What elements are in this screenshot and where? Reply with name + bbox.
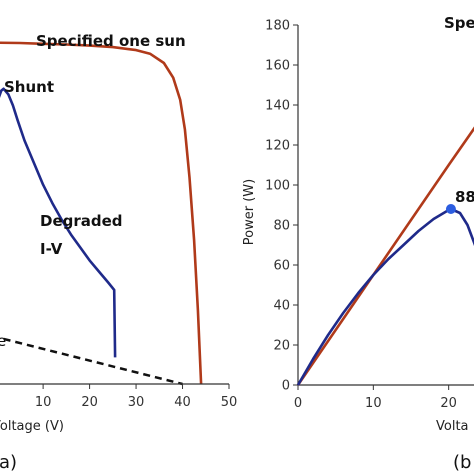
panel-b-y-tick-label: 80 <box>273 219 290 234</box>
panel-b-y-tick-label: 40 <box>273 299 290 314</box>
panel-b-label: (b <box>453 452 471 473</box>
panel-b-chart: 0 20 40 60 80 100 120 140 160 180 0 10 20 <box>265 19 474 411</box>
annotation-i-v: I-V <box>40 240 63 258</box>
annotation-88: 88 <box>455 188 474 206</box>
panel-b-y-tick-label: 20 <box>273 339 290 354</box>
panel-b-x-tick-label: 20 <box>440 396 457 411</box>
panel-b-y-tick-label: 100 <box>265 179 290 194</box>
panel-b-y-tick-label: 160 <box>265 59 290 74</box>
panel-b-x-axis-label: Volta <box>436 419 469 434</box>
annotation-e: e <box>0 332 6 350</box>
panel-b-y-tick-label: 140 <box>265 99 290 114</box>
panel-a-x-tick-label: 40 <box>174 395 191 410</box>
series-degraded-line <box>0 87 117 358</box>
panel-b-y-tick-label: 0 <box>282 379 290 394</box>
panel-a-x-tick-label: 0 <box>0 395 1 410</box>
series-degraded-power-line <box>296 207 474 386</box>
panel-a-label: (a) <box>0 452 17 473</box>
series-shunt-line <box>0 336 183 386</box>
series-specified-line <box>0 41 203 385</box>
series-specified-power-line <box>296 126 474 386</box>
panel-a-x-tick-label: 30 <box>128 395 145 410</box>
panel-a-x-axis-label: Voltage (V) <box>0 419 64 434</box>
panel-a-x-tick-label: 50 <box>221 395 238 410</box>
panel-a-chart: 0 10 20 30 40 50 <box>0 41 238 410</box>
panel-b-y-tick-label: 120 <box>265 139 290 154</box>
panel-b-y-tick-label: 180 <box>265 19 290 34</box>
panel-b-y-tick-label: 60 <box>273 259 290 274</box>
panel-a-x-tick-label: 10 <box>35 395 52 410</box>
annotation-specified-one-sun: Specified one sun <box>36 32 186 50</box>
panel-b-x-tick-label: 10 <box>365 396 382 411</box>
panel-a-x-tick-label: 20 <box>81 395 98 410</box>
panel-b-x-tick-label: 0 <box>294 396 302 411</box>
max-power-point-marker <box>445 204 456 214</box>
annotation-spe: Spe <box>444 14 474 32</box>
annotation-shunt: Shunt <box>4 78 54 96</box>
annotation-degraded: Degraded <box>40 212 123 230</box>
panel-b-y-axis-label: Power (W) <box>242 179 257 245</box>
